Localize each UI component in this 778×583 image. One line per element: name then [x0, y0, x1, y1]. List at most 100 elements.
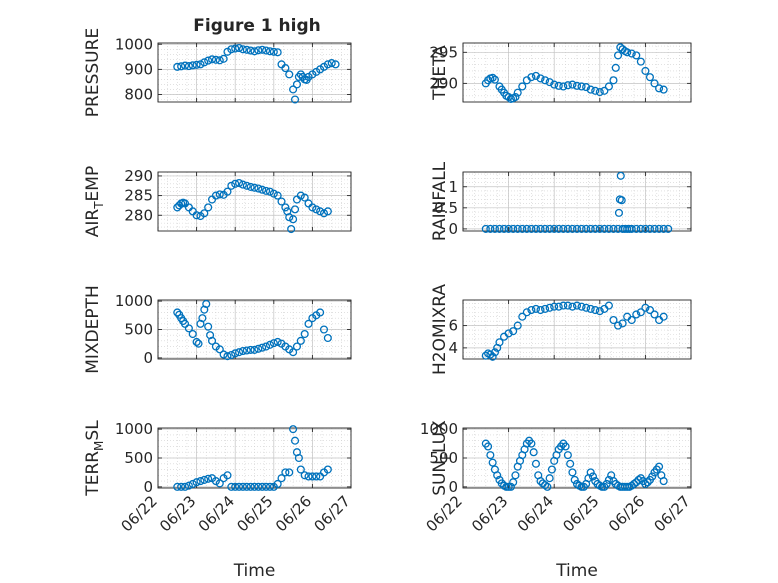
- data-point: [568, 224, 577, 233]
- data-point: [554, 81, 563, 90]
- data-point: [231, 349, 240, 358]
- data-point: [327, 59, 336, 68]
- data-point: [511, 92, 520, 102]
- data-point: [577, 224, 586, 233]
- data-point: [617, 196, 626, 205]
- data-point: [509, 224, 518, 233]
- data-point: [289, 348, 298, 357]
- data-point: [300, 471, 309, 480]
- data-point: [602, 479, 611, 489]
- data-point: [316, 308, 325, 317]
- data-point: [269, 339, 278, 348]
- data-point: [258, 482, 267, 491]
- data-point: [613, 51, 623, 60]
- y-tick-label: 290: [124, 167, 153, 185]
- data-point: [188, 479, 197, 489]
- data-point: [582, 224, 591, 233]
- data-point: [192, 60, 201, 69]
- data-point: [614, 208, 624, 217]
- data-point: [188, 329, 197, 339]
- data-point: [215, 345, 224, 354]
- data-point: [513, 321, 522, 330]
- data-point: [559, 82, 568, 91]
- data-point: [290, 436, 300, 445]
- data-point: [582, 83, 591, 92]
- data-point: [600, 224, 609, 233]
- data-point: [541, 76, 550, 85]
- data-point: [290, 205, 300, 214]
- chart-panel-5: 0 500 1000 MIXDEPTH: [83, 285, 352, 374]
- data-point: [231, 44, 240, 53]
- data-point: [655, 224, 664, 233]
- data-point: [196, 477, 205, 486]
- data-point: [323, 207, 332, 216]
- data-point: [223, 187, 232, 196]
- y-tick-label: 0: [448, 220, 458, 238]
- x-axis-label: Time: [233, 561, 276, 581]
- data-point: [513, 88, 522, 97]
- data-point: [292, 342, 302, 351]
- data-point: [262, 342, 271, 351]
- data-point: [559, 301, 568, 310]
- data-point: [504, 224, 513, 233]
- data-point: [242, 45, 251, 54]
- data-point: [184, 62, 193, 71]
- data-point: [541, 224, 550, 233]
- data-point: [235, 482, 244, 491]
- data-point: [231, 482, 240, 491]
- y-tick-label: 500: [124, 449, 153, 467]
- data-point: [246, 46, 255, 55]
- y-tick-label: 500: [429, 449, 458, 467]
- data-point: [486, 451, 495, 460]
- data-point: [586, 85, 595, 94]
- data-point: [543, 482, 552, 491]
- data-point: [536, 305, 545, 315]
- data-point: [296, 336, 305, 345]
- data-point: [300, 329, 309, 339]
- data-point: [623, 482, 632, 491]
- data-point: [273, 337, 282, 347]
- data-point: [561, 442, 570, 451]
- data-point: [568, 468, 577, 477]
- figure-title: Figure 1 high: [193, 16, 321, 36]
- data-point: [604, 224, 613, 233]
- data-point: [290, 95, 300, 104]
- data-point: [192, 337, 201, 347]
- data-point: [650, 310, 659, 319]
- data-point: [227, 181, 236, 190]
- data-point: [308, 472, 317, 481]
- data-point: [586, 224, 595, 233]
- y-tick-label: 0: [448, 478, 458, 496]
- data-point: [591, 224, 600, 233]
- data-point: [531, 71, 541, 80]
- data-point: [643, 478, 652, 487]
- data-point: [204, 322, 213, 331]
- data-point: [235, 43, 244, 53]
- data-point: [287, 224, 296, 234]
- data-point: [254, 184, 263, 193]
- data-point: [231, 179, 240, 188]
- data-point: [285, 213, 294, 222]
- data-point: [545, 224, 554, 233]
- data-point: [609, 76, 618, 85]
- data-point: [629, 479, 639, 489]
- data-point: [246, 182, 255, 191]
- data-point: [488, 458, 497, 467]
- data-point: [250, 47, 259, 56]
- data-point: [331, 60, 340, 69]
- y-axis-label: AIRTEMP: [83, 166, 106, 237]
- data-point: [627, 315, 636, 325]
- data-point: [238, 45, 247, 54]
- data-point: [613, 321, 623, 330]
- data-point: [273, 191, 282, 200]
- data-point: [664, 224, 673, 233]
- data-point: [258, 185, 267, 194]
- data-point: [235, 178, 244, 188]
- data-point: [595, 224, 604, 233]
- data-point: [285, 70, 294, 79]
- data-point: [269, 189, 278, 198]
- chart-panel-1: 800 900 1000 PRESSURE: [83, 28, 352, 117]
